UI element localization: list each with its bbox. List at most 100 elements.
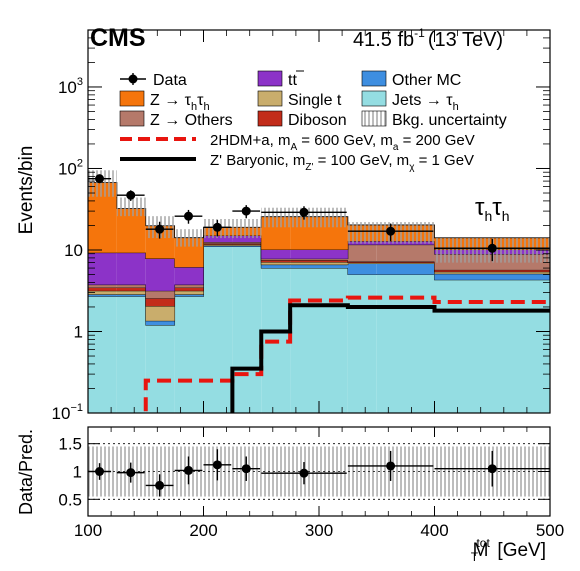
bar-diboson xyxy=(319,260,348,263)
ratio-y-tick-label: 0.5 xyxy=(58,490,82,509)
bar-othermc xyxy=(347,263,377,275)
bar-singlet xyxy=(116,290,146,295)
svg-text:Single t: Single t xyxy=(288,92,342,109)
bar-jets xyxy=(319,268,348,413)
bar-jets xyxy=(145,325,175,413)
bar-othermc xyxy=(232,245,262,247)
bar-singlet xyxy=(290,262,319,265)
y-tick-label: 10−1 xyxy=(52,402,83,423)
bar-singlet xyxy=(232,244,262,246)
legend-entry-data: Data xyxy=(120,72,187,89)
legend-entry-bkg-unc: Bkg. uncertainty xyxy=(361,110,507,129)
svg-text:Z' Baryonic, mZ' = 100 GeV, mχ: Z' Baryonic, mZ' = 100 GeV, mχ = 1 GeV xyxy=(210,152,474,173)
bkg-uncertainty-band xyxy=(88,170,550,263)
signal-signal_zprime xyxy=(230,303,550,413)
legend-entry-zothers: Z → Others xyxy=(119,110,233,129)
bar-othermc xyxy=(261,264,291,269)
bar-jets xyxy=(174,296,204,413)
bar-othermc xyxy=(203,245,233,247)
bar-diboson xyxy=(290,260,319,263)
ratio-point xyxy=(386,461,396,471)
ratio-gridlines xyxy=(88,443,550,500)
unc-bin xyxy=(319,207,348,228)
y-tick-label: 10 xyxy=(64,241,83,260)
unc-bin xyxy=(174,229,204,247)
bar-ttbar xyxy=(232,235,262,243)
ratio-unc-bin xyxy=(261,446,291,497)
main-plot: 10−1 1 10 102 103 xyxy=(52,29,551,423)
bar-diboson xyxy=(347,261,377,263)
svg-text:Diboson: Diboson xyxy=(288,112,347,129)
unc-bin xyxy=(232,218,262,239)
bar-diboson xyxy=(261,260,291,263)
data-point xyxy=(241,206,251,216)
ratio-y-axis-label: Data/Pred. xyxy=(16,429,36,515)
bar-othermc xyxy=(88,294,117,297)
signal-lines xyxy=(143,295,550,413)
ratio-point xyxy=(487,464,497,474)
bar-zothers xyxy=(261,258,291,261)
bar-othermc xyxy=(319,264,348,269)
bar-diboson xyxy=(376,261,435,263)
legend: Data tt Other MC Z → τhτh Single t Jets … xyxy=(119,70,507,173)
bar-singlet xyxy=(319,262,348,265)
bar-singlet xyxy=(376,262,435,264)
y-tick-label: 102 xyxy=(58,157,83,178)
ttbar-label: tt xyxy=(288,72,297,89)
unc-bin xyxy=(88,170,117,197)
bar-zothers xyxy=(232,242,262,244)
bar-jets xyxy=(203,246,233,413)
ratio-point xyxy=(299,468,309,478)
x-tick-label: 500 xyxy=(536,521,564,540)
bar-ttbar xyxy=(319,249,348,259)
bar-zothers xyxy=(174,284,204,288)
bar-jets xyxy=(88,296,117,413)
data-point xyxy=(299,207,309,217)
bar-ttbar xyxy=(290,249,319,259)
lumi-exponent: -1 xyxy=(414,26,425,40)
bar-diboson xyxy=(203,243,233,245)
ratio-points xyxy=(88,449,550,497)
ratio-unc-bin xyxy=(376,446,435,497)
legend-entry-signal-2hdma: 2HDM+a, mA = 600 GeV, ma = 200 GeV xyxy=(120,132,475,153)
bar-othermc xyxy=(145,320,175,326)
bar-zothers xyxy=(203,242,233,244)
svg-text:Z → Others: Z → Others xyxy=(150,112,233,129)
bar-ttbar xyxy=(174,267,204,285)
signal-signal_2hdma xyxy=(143,295,550,413)
svg-text:Jets → τh: Jets → τh xyxy=(392,92,459,113)
bar-diboson xyxy=(232,243,262,245)
ratio-y-tick-label: 1.5 xyxy=(58,435,82,454)
data-point xyxy=(487,243,497,253)
x-tick-label: 200 xyxy=(189,521,217,540)
bar-othermc xyxy=(116,294,146,297)
ratio-plot: 0.5 1 1.5 100 200 300 400 500 xyxy=(58,426,564,540)
x-tick-label: 400 xyxy=(420,521,448,540)
energy-label: (13 TeV) xyxy=(428,29,503,51)
bar-diboson xyxy=(116,287,146,291)
bar-diboson xyxy=(88,287,117,291)
ratio-axis-ticks: 0.5 1 1.5 100 200 300 400 500 xyxy=(58,427,564,540)
data-point xyxy=(183,211,193,221)
data-point xyxy=(212,222,222,232)
ratio-point xyxy=(241,464,251,474)
x-axis-label: Mtot T [GeV] xyxy=(471,536,546,564)
legend-entry-singlet: Single t xyxy=(257,90,342,109)
data-points xyxy=(88,174,550,262)
bar-zothers xyxy=(376,244,435,262)
data-point xyxy=(126,190,136,200)
x-tick-label: 300 xyxy=(305,521,333,540)
bar-ttbar xyxy=(203,235,233,243)
bar-zothers xyxy=(116,284,146,288)
legend-entry-signal-zprime: Z' Baryonic, mZ' = 100 GeV, mχ = 1 GeV xyxy=(120,152,474,173)
legend-entry-diboson: Diboson xyxy=(257,110,347,129)
bar-zothers xyxy=(347,244,377,262)
ratio-y-tick-label: 1 xyxy=(73,463,82,482)
ratio-point xyxy=(183,465,193,475)
bar-zothers xyxy=(319,258,348,261)
data-point xyxy=(155,224,165,234)
bar-othermc xyxy=(174,294,204,297)
experiment-label: CMS xyxy=(90,24,146,52)
luminosity-label: 41.5 fb-1 (13 TeV) xyxy=(353,26,503,51)
